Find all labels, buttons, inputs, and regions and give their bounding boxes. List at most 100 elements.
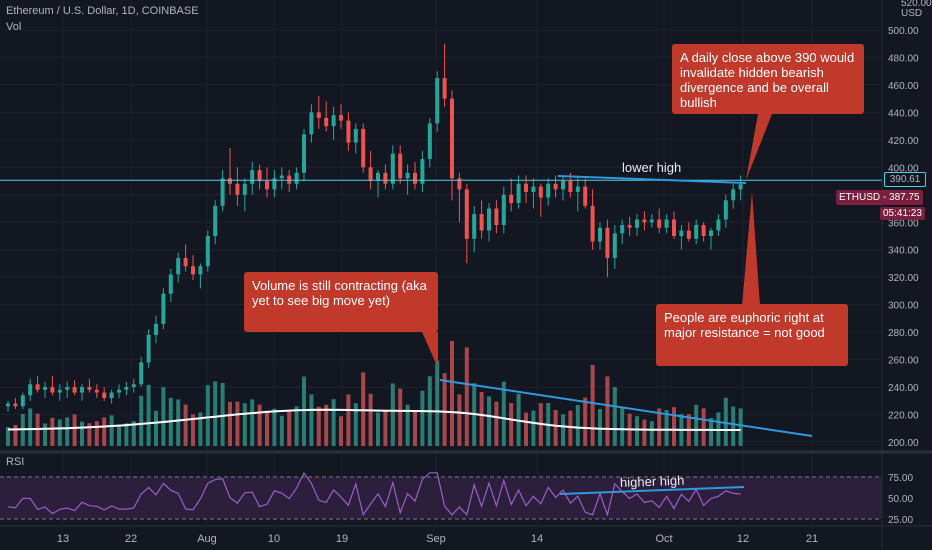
- volume-bar: [131, 421, 136, 446]
- volume-bar: [242, 403, 247, 446]
- volume-ma-line: [7, 408, 741, 431]
- price-tick-label: 480.00: [888, 53, 919, 64]
- volume-bar: [368, 393, 373, 446]
- candle: [368, 150, 373, 190]
- candle: [450, 90, 454, 201]
- volume-bar: [620, 408, 625, 446]
- time-tick-label: Sep: [426, 533, 446, 545]
- volume-bar: [731, 406, 736, 446]
- volume-trendline[interactable]: [439, 379, 813, 437]
- candle: [6, 400, 10, 412]
- candle: [287, 170, 292, 193]
- resistance-price-label: 390.61: [884, 172, 926, 187]
- price-tick-label: 260.00: [888, 356, 919, 367]
- symbol-tag: ETHUSD: [839, 192, 881, 203]
- price-tick-label: 360.00: [888, 218, 919, 229]
- price-tick-label: 420.00: [888, 136, 919, 147]
- candle: [20, 392, 25, 410]
- candle: [220, 170, 225, 212]
- candle: [553, 175, 558, 198]
- volume-bar: [464, 347, 469, 446]
- candle: [124, 381, 129, 396]
- candle: [531, 178, 536, 209]
- candle: [642, 211, 647, 231]
- rsi-trendline[interactable]: [559, 486, 745, 495]
- price-tick-label: 440.00: [888, 108, 919, 119]
- candle: [43, 381, 47, 399]
- candle: [176, 252, 181, 283]
- time-axis: 13 22 Aug 10 19 Sep 14 Oct 12 21: [57, 533, 818, 545]
- candle: [435, 71, 440, 132]
- candle: [561, 175, 565, 201]
- symbol-title: Ethereum / U.S. Dollar, 1D, COINBASE: [6, 5, 199, 17]
- volume-bar: [146, 384, 151, 446]
- volume-bar: [709, 418, 713, 446]
- candle: [72, 380, 77, 396]
- candle: [257, 164, 262, 190]
- volume-bar: [413, 410, 417, 446]
- rsi-band: [0, 477, 882, 519]
- volume-bar: [575, 405, 580, 446]
- volume-bar: [43, 423, 47, 446]
- volume-bar: [176, 399, 181, 446]
- countdown-timer: 05:41:23: [880, 207, 925, 220]
- candle: [612, 225, 617, 269]
- volume-bar: [435, 360, 440, 446]
- candle: [649, 214, 654, 228]
- candle: [731, 183, 736, 209]
- candle: [694, 219, 699, 245]
- candle: [139, 356, 144, 388]
- candle: [109, 389, 114, 404]
- candle: [598, 222, 602, 250]
- volume-bar: [738, 408, 743, 446]
- time-tick-label: Aug: [197, 533, 217, 545]
- currency-label: USD: [901, 8, 923, 19]
- volume-bar: [257, 404, 262, 446]
- volume-bar: [331, 399, 336, 446]
- volume-bar: [605, 376, 610, 446]
- volume-bar: [228, 401, 232, 446]
- candle: [383, 164, 388, 190]
- volume-bar: [324, 404, 329, 446]
- volume-bar: [294, 406, 299, 446]
- candle: [509, 178, 514, 212]
- candle: [472, 205, 477, 253]
- volume-bar: [80, 421, 84, 446]
- volume-bar: [309, 394, 314, 446]
- invalidate-callout[interactable]: A daily close above 390 would invalidate…: [672, 44, 864, 114]
- candle: [205, 230, 210, 272]
- candle: [664, 214, 669, 234]
- lower-high-trendline[interactable]: [557, 175, 747, 184]
- candle: [605, 219, 610, 278]
- price-tick-label: 500.00: [888, 26, 919, 37]
- volume-bar: [87, 423, 92, 446]
- volume-bar: [723, 397, 728, 446]
- volume-bar: [450, 341, 454, 446]
- candle: [346, 112, 351, 151]
- candle: [309, 104, 314, 143]
- volume-bar: [346, 394, 351, 446]
- candle: [13, 398, 18, 410]
- time-tick-label: 10: [268, 533, 280, 545]
- volume-bar: [420, 390, 425, 446]
- volume-bar: [139, 395, 144, 446]
- candle: [353, 123, 358, 154]
- volume-bar: [524, 412, 528, 446]
- candle: [427, 117, 432, 168]
- volume-bar: [28, 408, 33, 446]
- volume-bar: [6, 427, 10, 446]
- volume-bar: [672, 407, 676, 446]
- price-tick-label: 200.00: [888, 438, 919, 449]
- volume-bar: [553, 410, 558, 446]
- volume-bar: [509, 403, 514, 446]
- candle: [294, 167, 299, 190]
- volume-bar: [353, 403, 358, 446]
- euphoric-callout[interactable]: People are euphoric right at major resis…: [656, 304, 848, 366]
- volume-bar: [694, 404, 699, 446]
- volume-bar: [235, 401, 240, 446]
- price-axis-top-label: 520.00: [901, 0, 932, 9]
- volume-bar: [250, 399, 255, 446]
- candle: [464, 183, 469, 264]
- volume-callout[interactable]: Volume is still contracting (aka yet to …: [244, 272, 438, 332]
- candle: [738, 175, 743, 201]
